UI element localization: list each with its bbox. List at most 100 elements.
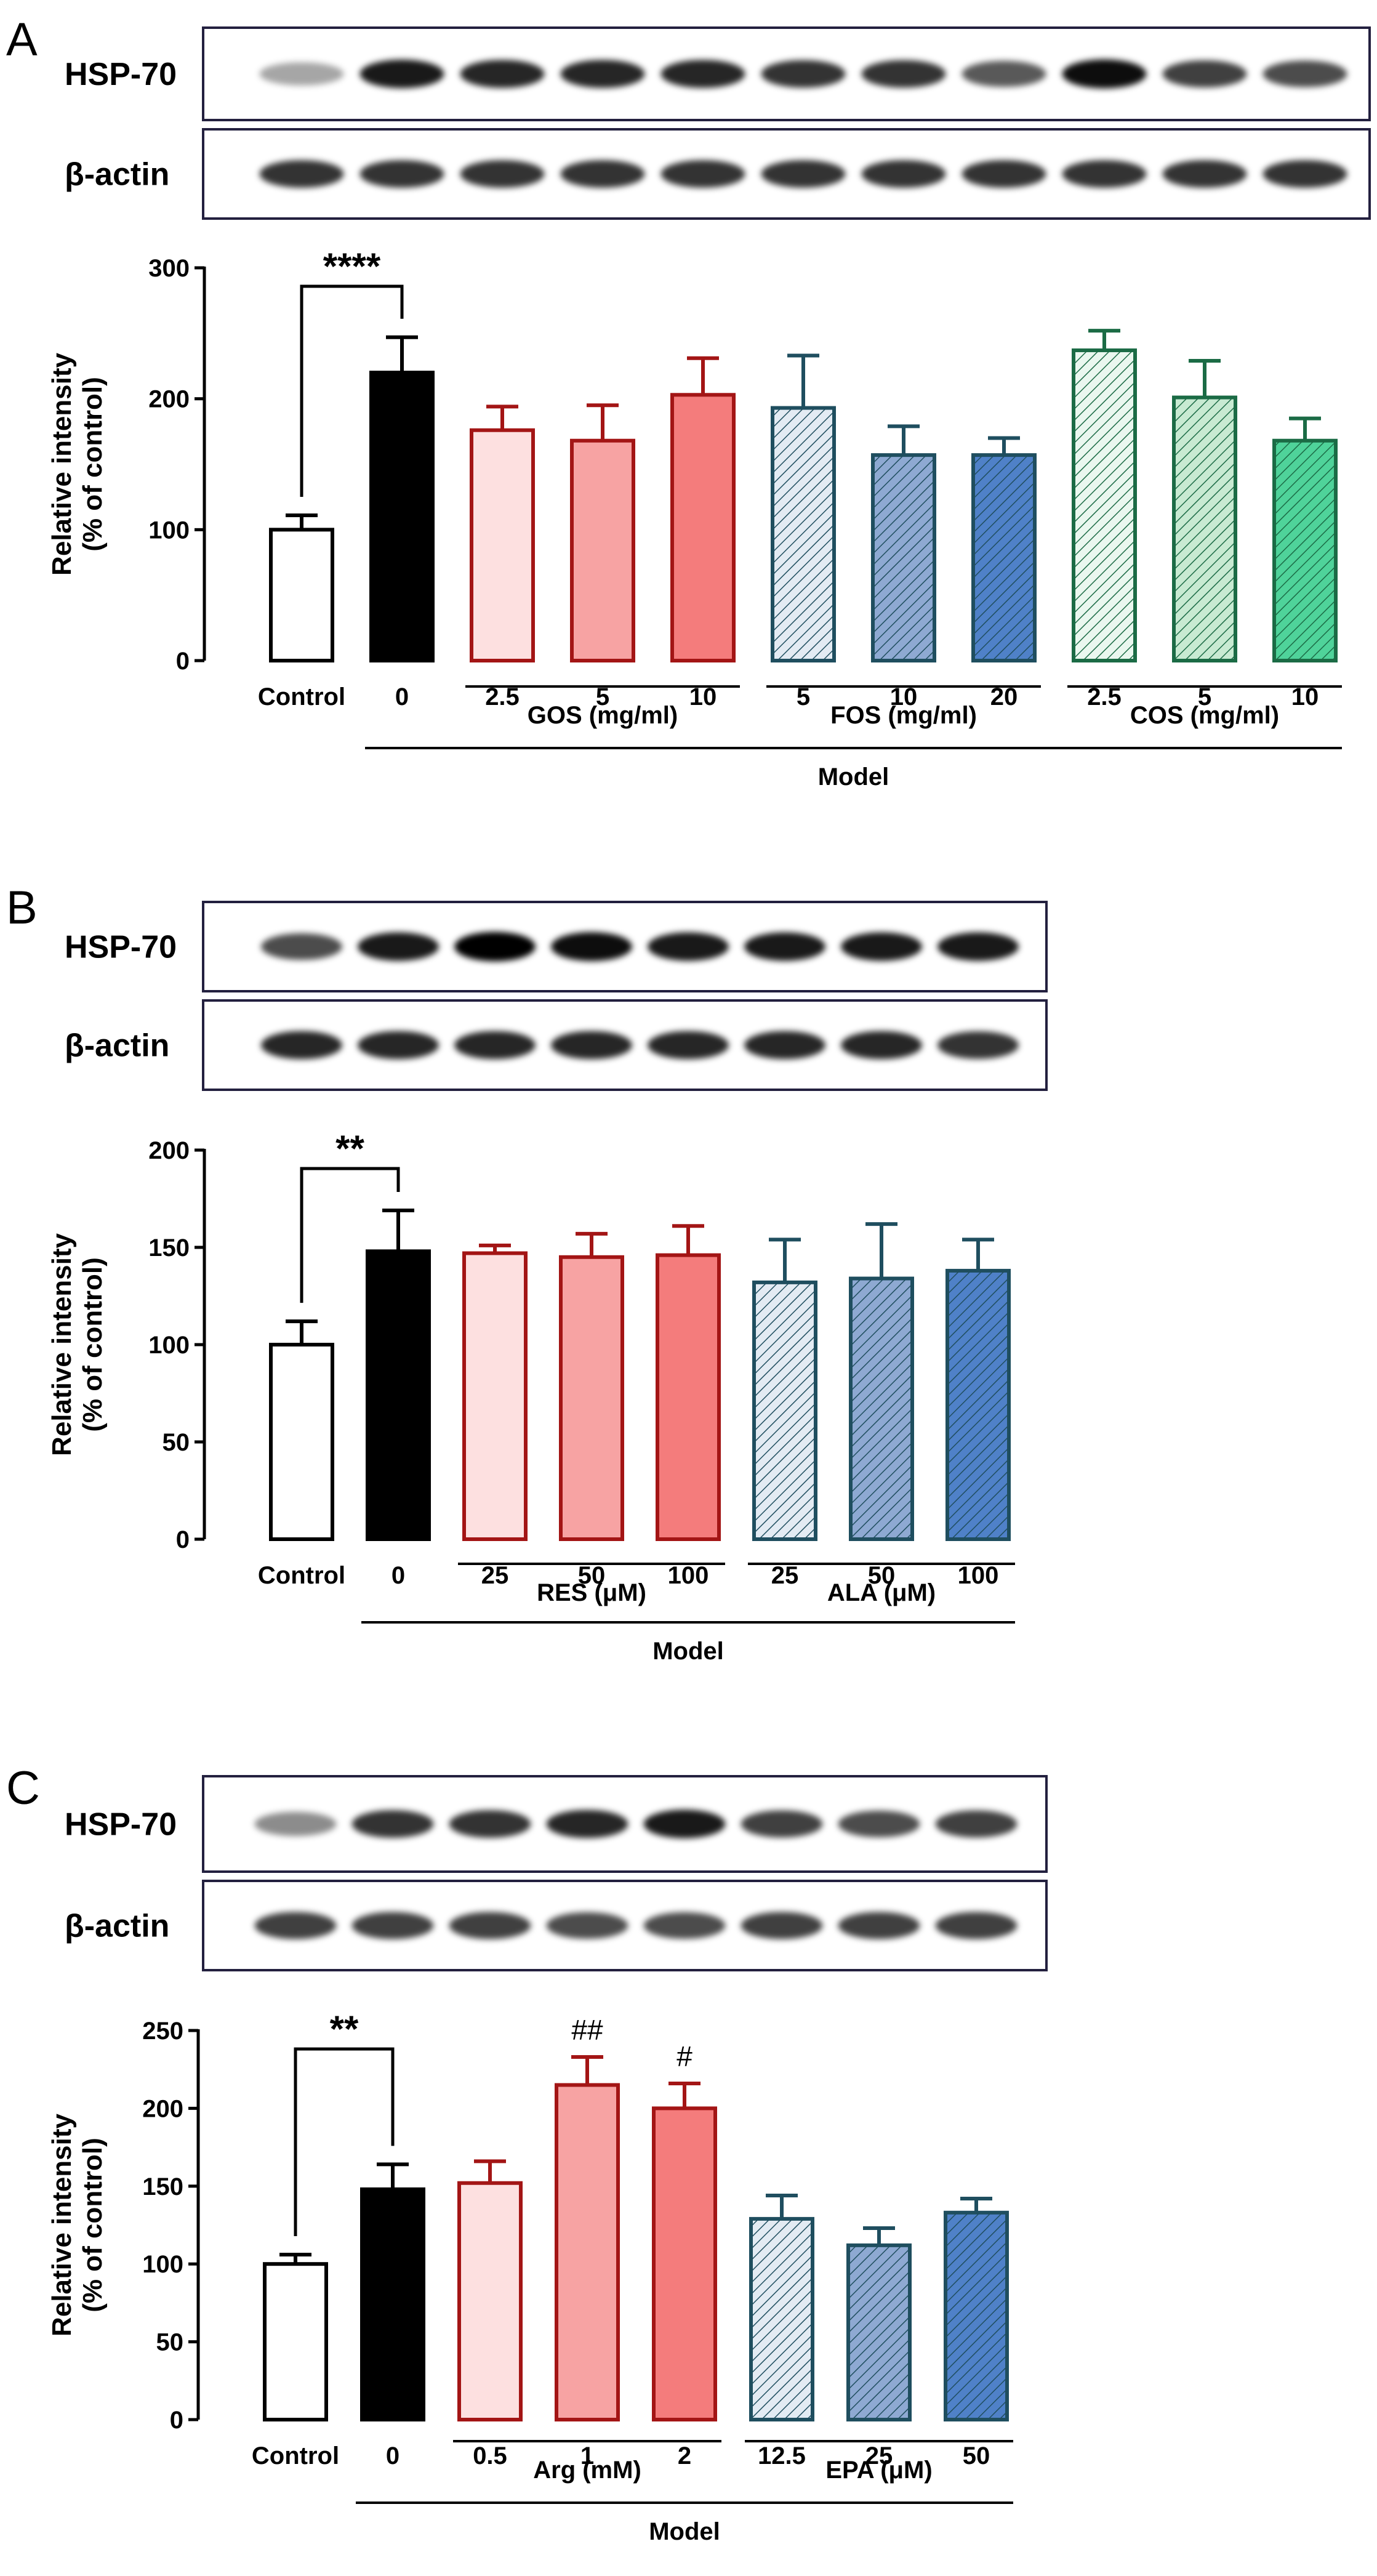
y-tick-label: 100 bbox=[142, 2251, 183, 2278]
x-tick-label: 50 bbox=[963, 2442, 990, 2469]
x-tick-label: 0 bbox=[395, 683, 409, 710]
blot-label: β-actin bbox=[65, 157, 169, 193]
blot-label: HSP-70 bbox=[65, 1807, 177, 1843]
bar bbox=[656, 1253, 721, 1541]
blot-beta-actin bbox=[202, 1880, 1048, 1971]
bar bbox=[945, 1268, 1011, 1541]
blot-label: β-actin bbox=[65, 1909, 169, 1944]
blot-band bbox=[660, 60, 745, 88]
x-tick-label: 2.5 bbox=[1087, 683, 1122, 710]
significance-marker: ** bbox=[335, 1128, 364, 1169]
x-tick-label: 0 bbox=[391, 1562, 405, 1589]
x-tick-label: 50 bbox=[578, 1562, 606, 1589]
group-label: Arg (mM) bbox=[533, 2457, 641, 2484]
significance-marker: ## bbox=[571, 2014, 603, 2046]
y-axis: 0 50 100 150 200 250 bbox=[142, 2018, 200, 2434]
blot-hsp70 bbox=[202, 901, 1048, 992]
blot-band bbox=[648, 1031, 729, 1060]
x-tick-label: 5 bbox=[1198, 683, 1211, 710]
blot-band bbox=[351, 1810, 434, 1838]
blot-band bbox=[841, 932, 922, 961]
x-tick-label: 25 bbox=[771, 1562, 799, 1589]
y-tick-label: 150 bbox=[148, 1234, 190, 1262]
blot-band bbox=[643, 1809, 726, 1838]
blot-band bbox=[359, 160, 444, 188]
bars bbox=[269, 1208, 1011, 1542]
blot-band bbox=[259, 62, 344, 86]
significance-bracket bbox=[294, 2047, 395, 2237]
group-label: COS (mg/ml) bbox=[1130, 702, 1279, 729]
blot-label: HSP-70 bbox=[65, 57, 177, 92]
x-tick-label: 2.5 bbox=[485, 683, 520, 710]
blot-band bbox=[551, 1031, 632, 1060]
bar bbox=[971, 453, 1037, 662]
y-axis-label: Relative intensity(% of control) bbox=[47, 2114, 108, 2337]
blot-band bbox=[1263, 160, 1347, 188]
blot-hsp70 bbox=[202, 26, 1371, 121]
blot-band bbox=[351, 1912, 434, 1939]
blot-band bbox=[761, 60, 846, 88]
blot-band bbox=[460, 60, 545, 88]
group-label: EPA (μM) bbox=[825, 2457, 932, 2484]
blot-band bbox=[935, 1810, 1018, 1838]
x-tick-label: 20 bbox=[990, 683, 1018, 710]
blot-band bbox=[841, 1031, 922, 1060]
blot-band bbox=[643, 1912, 726, 1939]
y-tick-label: 200 bbox=[148, 386, 190, 413]
x-tick-label: 0.5 bbox=[473, 2442, 507, 2469]
y-axis: 0 100 200 300 bbox=[148, 255, 206, 675]
blot-beta-actin bbox=[202, 128, 1371, 220]
blot-band bbox=[741, 1810, 823, 1838]
blot-band bbox=[961, 60, 1046, 87]
y-tick-label: 0 bbox=[176, 1526, 190, 1553]
bar bbox=[470, 428, 535, 662]
blot-label: HSP-70 bbox=[65, 930, 177, 965]
bar bbox=[369, 371, 435, 663]
blot-band bbox=[861, 160, 946, 188]
bar bbox=[1172, 395, 1237, 662]
blot-band bbox=[744, 1031, 825, 1060]
blot-band bbox=[560, 160, 645, 188]
blot-band bbox=[546, 1809, 628, 1838]
y-tick-label: 300 bbox=[148, 255, 190, 282]
blot-band bbox=[454, 1031, 536, 1060]
blot-band bbox=[460, 160, 545, 188]
x-tick-label: 25 bbox=[865, 2442, 893, 2469]
blot-band bbox=[744, 932, 825, 961]
group-label: ALA (μM) bbox=[827, 1579, 936, 1606]
bar bbox=[570, 438, 635, 662]
bar bbox=[462, 1251, 528, 1541]
blot-band bbox=[838, 1810, 920, 1838]
model-label: Model bbox=[652, 1638, 724, 1665]
blot-band bbox=[1162, 60, 1247, 87]
bar bbox=[670, 393, 736, 663]
blot-band bbox=[551, 932, 632, 962]
blot-band bbox=[935, 1912, 1018, 1939]
y-tick-label: 0 bbox=[176, 648, 190, 675]
blot-band bbox=[838, 1912, 920, 1939]
blot-band bbox=[560, 60, 645, 88]
bar bbox=[269, 1343, 334, 1541]
blot-label: β-actin bbox=[65, 1028, 169, 1064]
blot-band bbox=[648, 932, 729, 961]
blot-band bbox=[261, 933, 342, 960]
y-axis-label: Relative intensity(% of control) bbox=[47, 353, 108, 576]
x-tick-label: 2 bbox=[678, 2442, 691, 2469]
bars bbox=[269, 329, 1338, 663]
group-label: GOS (mg/ml) bbox=[528, 702, 678, 729]
bar bbox=[846, 2243, 912, 2421]
x-tick-label: 10 bbox=[689, 683, 717, 710]
x-tick-label: 1 bbox=[580, 2442, 594, 2469]
panel-letter: C bbox=[6, 1762, 40, 1814]
blot-band bbox=[1162, 160, 1247, 188]
blot-band bbox=[660, 160, 745, 188]
significance-bracket bbox=[300, 1167, 400, 1303]
blot-band bbox=[261, 1031, 342, 1060]
blot-band bbox=[358, 1031, 439, 1060]
group-label: RES (μM) bbox=[537, 1579, 646, 1606]
x-tick-label: Control bbox=[258, 1562, 345, 1589]
x-tick-label: 5 bbox=[797, 683, 810, 710]
